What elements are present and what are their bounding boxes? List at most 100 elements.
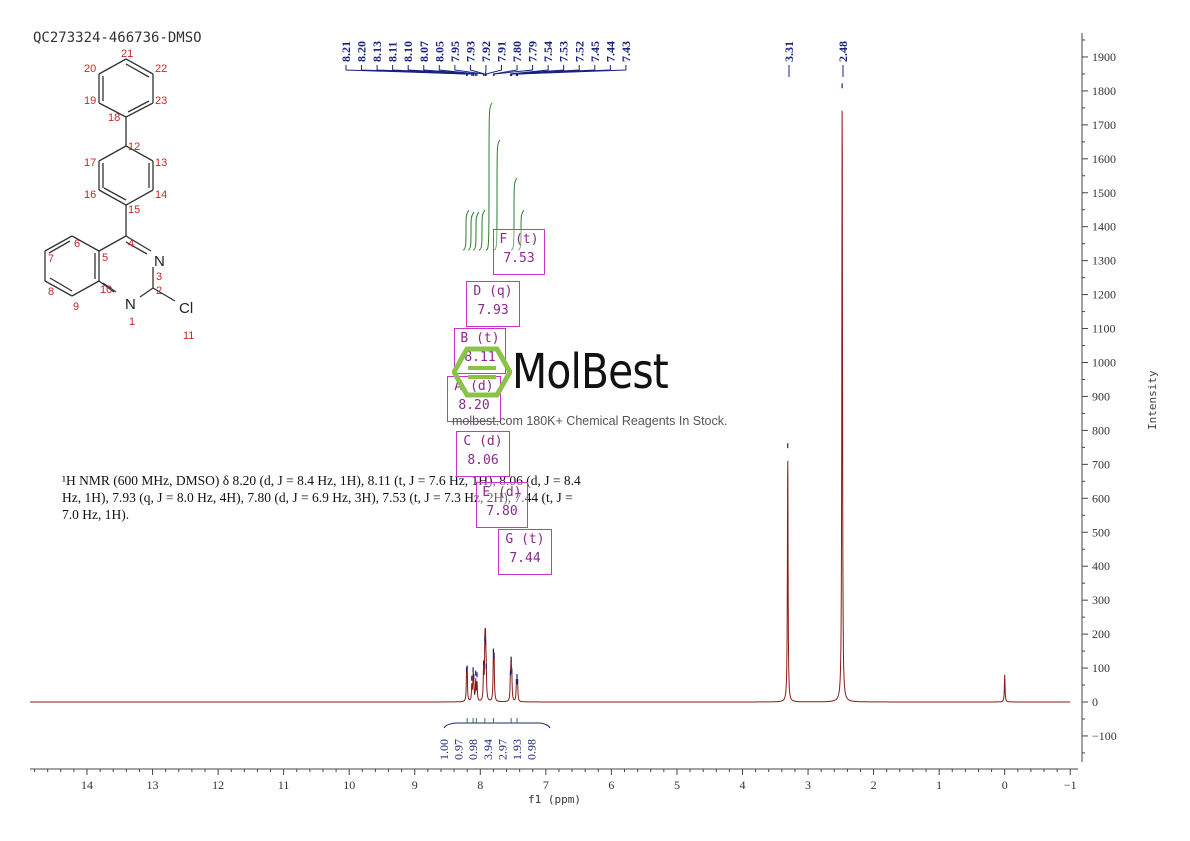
multiplet-label: G (t) [505,532,545,547]
integral-bracket [443,722,551,729]
y-tick-label: 1300 [1092,254,1116,268]
x-tick-label: 0 [1002,778,1008,792]
multiplet-box-f: F (t) 7.53 [493,229,545,275]
multiplet-box-e: E (d) 7.80 [476,482,528,528]
integral-curves [462,102,525,251]
peak-label: 7.44 [603,41,617,62]
x-tick-label: 4 [740,778,746,792]
integral-curve [517,209,525,251]
y-tick-label: 1200 [1092,288,1116,302]
y-tick-label: 700 [1092,457,1110,471]
svg-text:16: 16 [84,189,96,201]
y-tick-label: 300 [1092,593,1110,607]
multiplet-box-d: D (q) 7.93 [466,281,520,327]
structure-bonds [44,58,176,302]
integral-curve [478,209,486,251]
peak-label-connector [438,65,478,76]
multiplet-label: B (t) [460,331,500,346]
peak-label-connector [423,65,477,76]
integral-value: 2.97 [495,739,509,760]
y-axis: −100 0 100 200 300 400 500 600 700 800 900 1000 1100… [1081,33,1117,762]
spectrum-trace [30,83,1071,703]
svg-text:17: 17 [84,157,96,169]
peak-label-connector [485,65,502,76]
y-tick-label: 1000 [1092,356,1116,370]
x-axis: 14 13 12 11 10 9 8 7 6 5 4 3 2 1 0 −1 [30,768,1078,792]
peak-label-connector [469,65,486,76]
integral-value: 0.98 [525,739,539,760]
peak-label-connector [509,65,549,76]
peak-label: 8.11 [386,42,400,62]
multiplet-value: 8.20 [458,398,490,413]
svg-text:11: 11 [183,330,194,342]
svg-text:21: 21 [121,48,133,60]
x-tick-label: 11 [278,778,290,792]
multiplet-value: 7.93 [477,303,509,318]
multiplet-label: D (q) [473,284,513,299]
x-tick-label: 8 [477,778,483,792]
y-tick-label: 1900 [1092,50,1116,64]
svg-text:23: 23 [155,95,167,107]
y-axis-title: Intensity [1146,370,1159,430]
x-tick-label: 14 [81,778,93,792]
svg-text:9: 9 [73,301,79,313]
y-tick-label: 800 [1092,423,1110,437]
integral-curve [510,177,518,251]
multiplet-value: 7.80 [486,504,518,519]
peak-label: 7.91 [495,41,509,62]
svg-text:4: 4 [128,238,134,250]
svg-text:N: N [154,253,165,270]
multiplet-value: 7.53 [503,251,535,266]
peak-label: 7.54 [541,41,555,62]
nmr-description-line-3: 7.0 Hz, 1H). [62,507,130,522]
structure-atom-labels: 21 20 22 19 23 18 12 17 13 16 14 15 6 4 … [48,48,194,342]
svg-text:13: 13 [155,157,167,169]
svg-text:8: 8 [48,286,54,298]
integral-curve [462,209,470,251]
x-axis-title: f1 (ppm) [528,793,581,806]
peak-label: 7.95 [448,41,462,62]
peak-label: 7.43 [619,41,633,62]
molbest-logo-icon [452,346,512,398]
peak-label: 8.21 [339,41,353,62]
multiplet-box-g: G (t) 7.44 [498,529,552,575]
watermark-brand: MolBest [512,344,669,400]
integral-value: 1.93 [510,739,524,760]
svg-text:1: 1 [129,316,135,328]
integral-curve [467,211,475,251]
peak-label: 7.93 [463,41,477,62]
multiplet-value: 7.44 [509,551,541,566]
peak-label-connector [511,65,580,76]
y-tick-label: 0 [1092,695,1098,709]
multiplet-box-c: C (d) 8.06 [456,431,510,477]
x-tick-label: 9 [412,778,418,792]
y-tick-label: 500 [1092,525,1110,539]
peak-label: 7.53 [557,41,571,62]
peak-label: 7.79 [526,41,540,62]
svg-text:14: 14 [155,189,167,201]
integral-value: 0.98 [466,739,480,760]
integral-value: 3.94 [481,739,495,760]
x-tick-label: 10 [343,778,355,792]
y-tick-label: 1500 [1092,186,1116,200]
integral-curve [485,102,493,251]
peak-label: 8.10 [401,41,415,62]
multiplet-label: E (d) [482,485,522,500]
sample-title: QC273324-466736-DMSO [33,30,202,46]
peak-label-connector [517,65,627,76]
svg-text:N: N [125,296,136,313]
integral-curve [493,139,501,251]
x-tick-label: −1 [1064,778,1077,792]
peak-label: 8.13 [370,41,384,62]
svg-text:10: 10 [100,284,112,296]
peak-label: 7.45 [588,41,602,62]
watermark-tagline: molbest.com 180K+ Chemical Reagents In S… [452,414,728,428]
y-tick-label: 1100 [1092,322,1116,336]
peak-label-connector [454,65,485,76]
x-tick-label: 5 [674,778,680,792]
svg-text:Cl: Cl [179,300,193,317]
peak-label: 8.05 [432,41,446,62]
multiplet-value: 8.06 [467,453,499,468]
y-tick-label: 1800 [1092,84,1116,98]
